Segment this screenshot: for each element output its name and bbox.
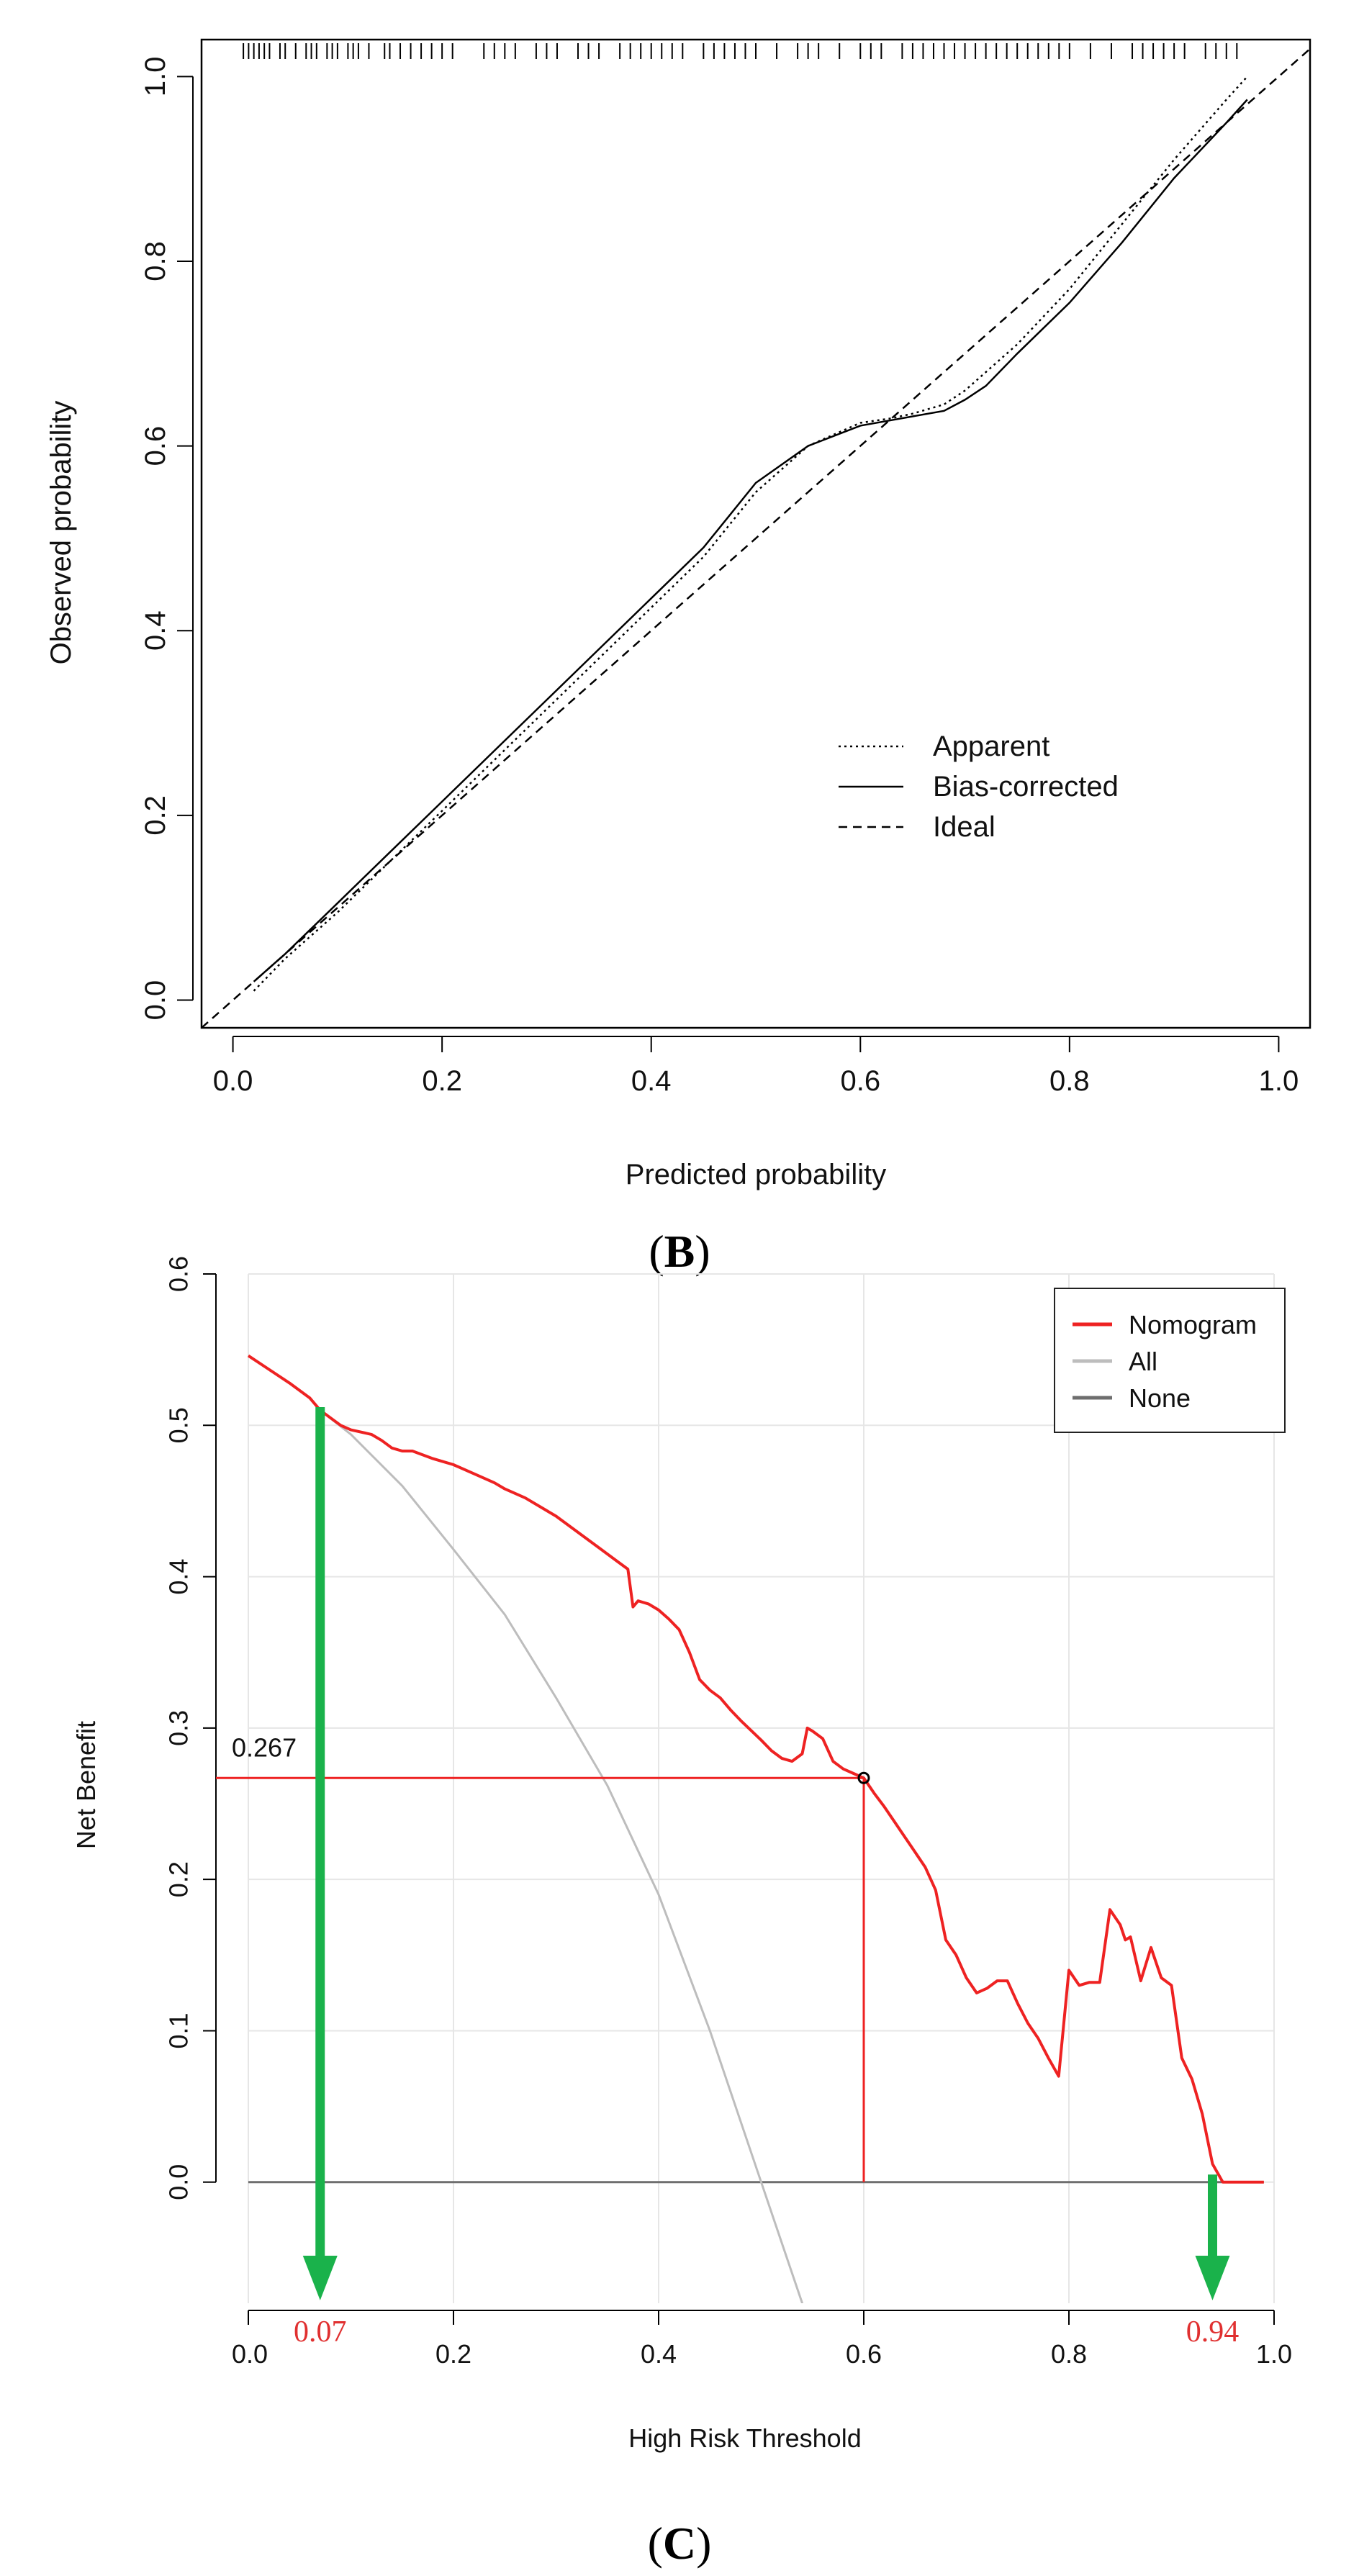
reference-value-label: 0.267 [232,1732,297,1762]
x-tick-label: 0.4 [641,2339,677,2369]
decision-legend: Nomogram All None [1054,1288,1286,1433]
decision-x-label: High Risk Threshold [628,2423,861,2453]
decision-x-axis: 0.0 0.2 0.4 0.6 0.8 1.0 [232,2310,1292,2369]
y-tick-label: 0.6 [164,1256,194,1292]
threshold-arrowhead [1195,2256,1230,2300]
x-tick-label: 0.8 [1049,1065,1090,1097]
calibration-legend: Apparent Bias-corrected Ideal [839,731,1119,843]
legend-apparent-label: Apparent [933,731,1049,762]
caption-close-paren: ) [695,1226,710,1277]
reference-point [857,1771,870,1784]
y-tick-label: 0.5 [164,1407,194,1443]
x-tick-label: 0.6 [840,1065,880,1097]
calibration-x-axis: 0.0 0.2 0.4 0.6 0.8 1.0 [213,1036,1299,1097]
x-tick-label: 1.0 [1256,2339,1292,2369]
y-tick-label: 0.0 [164,2164,194,2200]
decision-annotations: 0.267 0.07 0.94 [216,1407,1239,2349]
calibration-rug [243,43,1238,59]
y-tick-label: 0.6 [140,426,171,466]
caption-letter: B [664,1226,695,1277]
panel-c-caption: (C) [648,2518,712,2569]
legend-bias-corrected-label: Bias-corrected [933,771,1119,803]
calibration-x-label: Predicted probability [626,1159,886,1190]
x-tick-label: 0.0 [213,1065,253,1097]
x-tick-label: 0.6 [846,2339,882,2369]
ideal-line [201,48,1311,1029]
caption-open-paren: ( [648,2518,663,2569]
decision-series [247,1354,1264,2303]
x-tick-label: 0.8 [1051,2339,1087,2369]
nomogram-line [247,1354,1264,2184]
caption-letter: C [663,2518,696,2569]
x-tick-label: 0.4 [631,1065,672,1097]
calibration-series [201,48,1311,1029]
y-tick-label: 0.0 [140,980,171,1021]
y-tick-label: 0.2 [164,1861,194,1897]
x-tick-label: 0.0 [232,2339,268,2369]
y-tick-label: 0.4 [140,610,171,651]
decision-y-axis: 0.0 0.1 0.2 0.3 0.4 0.5 0.6 [164,1256,217,2200]
y-tick-label: 0.4 [164,1559,194,1595]
caption-close-paren: ) [696,2518,711,2569]
calibration-plot-frame [200,38,1311,1029]
threshold-value-label: 0.94 [1186,2315,1240,2349]
legend-none-label: None [1129,1383,1191,1413]
x-tick-label: 0.2 [422,1065,462,1097]
legend-ideal-label: Ideal [933,811,995,843]
threshold-arrowhead [302,2256,338,2300]
legend-nomogram-label: Nomogram [1129,1310,1257,1339]
decision-y-label: Net Benefit [71,1721,101,1849]
threshold-value-label: 0.07 [294,2315,347,2349]
caption-open-paren: ( [649,1226,664,1277]
y-tick-label: 0.1 [164,2012,194,2048]
x-tick-label: 1.0 [1259,1065,1299,1097]
calibration-y-axis: 0.0 0.2 0.4 0.6 0.8 1.0 [140,57,194,1021]
y-tick-label: 1.0 [140,57,171,97]
y-tick-label: 0.2 [140,795,171,836]
panel-b-caption: (B) [649,1226,710,1277]
all-line [319,1409,804,2303]
x-tick-label: 0.2 [435,2339,471,2369]
decision-curve-plot: 0.0 0.2 0.4 0.6 0.8 1.0 0.0 0.1 0.2 0.3 0.4 0.5 0.6… [71,1256,1292,2569]
calibration-plot: 0.0 0.2 0.4 0.6 0.8 1.0 0.0 0.2 0.4 0.6 0.8 1.0 Pr… [45,38,1311,1277]
legend-all-label: All [1129,1347,1157,1376]
y-tick-label: 0.8 [140,241,171,281]
calibration-y-label: Observed probability [45,401,77,665]
y-tick-label: 0.3 [164,1710,194,1746]
bias-corrected-line [253,99,1248,982]
